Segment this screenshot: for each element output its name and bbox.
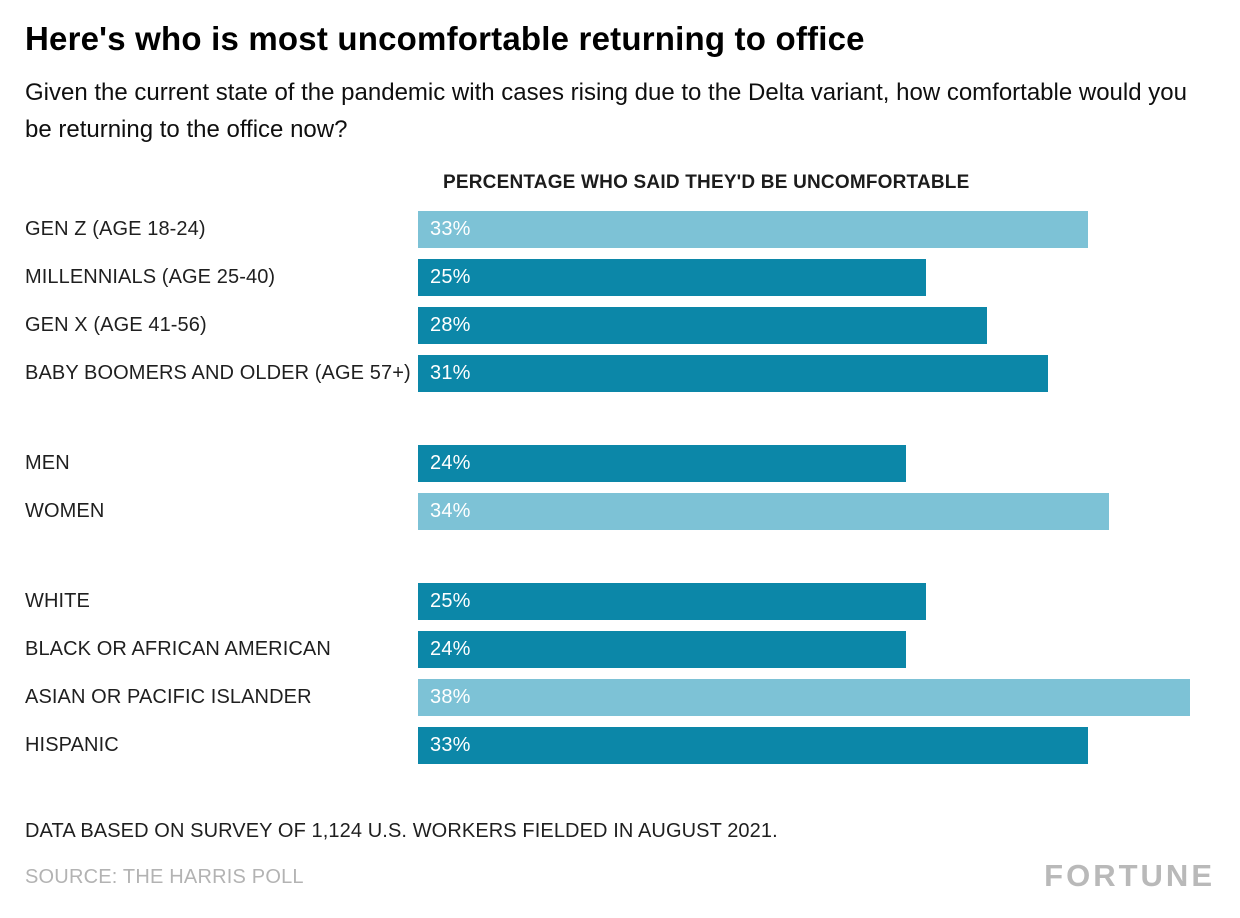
bar-area: 31% bbox=[418, 355, 1190, 392]
bar: 25% bbox=[418, 583, 926, 620]
row-label: MEN bbox=[25, 452, 70, 474]
bar-area: 24% bbox=[418, 631, 1190, 668]
bar-area: 33% bbox=[418, 727, 1190, 764]
chart-row: BABY BOOMERS AND OLDER (AGE 57+) 31% bbox=[0, 355, 1240, 392]
bar-area: 28% bbox=[418, 307, 1190, 344]
row-label: GEN Z (AGE 18-24) bbox=[25, 218, 206, 240]
chart-row: GEN Z (AGE 18-24) 33% bbox=[0, 211, 1240, 248]
row-label: HISPANIC bbox=[25, 734, 119, 756]
bar-area: 33% bbox=[418, 211, 1190, 248]
row-label: BLACK OR AFRICAN AMERICAN bbox=[25, 638, 331, 660]
page-subtitle: Given the current state of the pandemic … bbox=[25, 79, 1187, 144]
bar: 25% bbox=[418, 259, 926, 296]
bar-value-label: 34% bbox=[430, 500, 471, 522]
chart-row: WHITE 25% bbox=[0, 583, 1240, 620]
bar-value-label: 33% bbox=[430, 734, 471, 756]
row-label: MILLENNIALS (AGE 25-40) bbox=[25, 266, 276, 288]
bar-area: 25% bbox=[418, 259, 1190, 296]
bar-group-generation: GEN Z (AGE 18-24) 33% MILLENNIALS (AGE 25-… bbox=[0, 211, 1240, 392]
bar: 34% bbox=[418, 493, 1109, 530]
bar: 24% bbox=[418, 445, 906, 482]
bar: 31% bbox=[418, 355, 1048, 392]
bar-group-gender: MEN 24% WOMEN 34% bbox=[0, 445, 1240, 530]
row-label: ASIAN OR PACIFIC ISLANDER bbox=[25, 686, 312, 708]
chart-row: BLACK OR AFRICAN AMERICAN 24% bbox=[0, 631, 1240, 668]
chart-row: MEN 24% bbox=[0, 445, 1240, 482]
chart-row: GEN X (AGE 41-56) 28% bbox=[0, 307, 1240, 344]
bar-value-label: 25% bbox=[430, 266, 471, 288]
bar-area: 34% bbox=[418, 493, 1190, 530]
bar-value-label: 31% bbox=[430, 362, 471, 384]
bar-chart: GEN Z (AGE 18-24) 33% MILLENNIALS (AGE 25-… bbox=[0, 211, 1240, 764]
data-note: DATA BASED ON SURVEY OF 1,124 U.S. WORKE… bbox=[25, 820, 778, 842]
row-label: WHITE bbox=[25, 590, 90, 612]
bar: 33% bbox=[418, 727, 1089, 764]
bar-value-label: 24% bbox=[430, 638, 471, 660]
bar-area: 25% bbox=[418, 583, 1190, 620]
bar-area: 24% bbox=[418, 445, 1190, 482]
row-label: WOMEN bbox=[25, 500, 105, 522]
bar-value-label: 28% bbox=[430, 314, 471, 336]
bar-value-label: 25% bbox=[430, 590, 471, 612]
bar-groups: GEN Z (AGE 18-24) 33% MILLENNIALS (AGE 25-… bbox=[0, 211, 1240, 764]
bar: 28% bbox=[418, 307, 987, 344]
bar: 38% bbox=[418, 679, 1190, 716]
source-credit: SOURCE: THE HARRIS POLL bbox=[25, 866, 304, 888]
fortune-logo: FORTUNE bbox=[1044, 858, 1215, 893]
chart-row: WOMEN 34% bbox=[0, 493, 1240, 530]
page-title: Here's who is most uncomfortable returni… bbox=[25, 20, 865, 57]
bar: 33% bbox=[418, 211, 1089, 248]
bar-area: 38% bbox=[418, 679, 1190, 716]
column-header: PERCENTAGE WHO SAID THEY'D BE UNCOMFORTA… bbox=[443, 172, 970, 193]
chart-row: HISPANIC 33% bbox=[0, 727, 1240, 764]
bar-value-label: 33% bbox=[430, 218, 471, 240]
chart-row: MILLENNIALS (AGE 25-40) 25% bbox=[0, 259, 1240, 296]
bar-value-label: 38% bbox=[430, 686, 471, 708]
row-label: BABY BOOMERS AND OLDER (AGE 57+) bbox=[25, 362, 411, 384]
bar-value-label: 24% bbox=[430, 452, 471, 474]
bar-group-race-ethnicity: WHITE 25% BLACK OR AFRICAN AMERICAN 24% ASIA… bbox=[0, 583, 1240, 764]
row-label: GEN X (AGE 41-56) bbox=[25, 314, 207, 336]
bar: 24% bbox=[418, 631, 906, 668]
chart-row: ASIAN OR PACIFIC ISLANDER 38% bbox=[0, 679, 1240, 716]
